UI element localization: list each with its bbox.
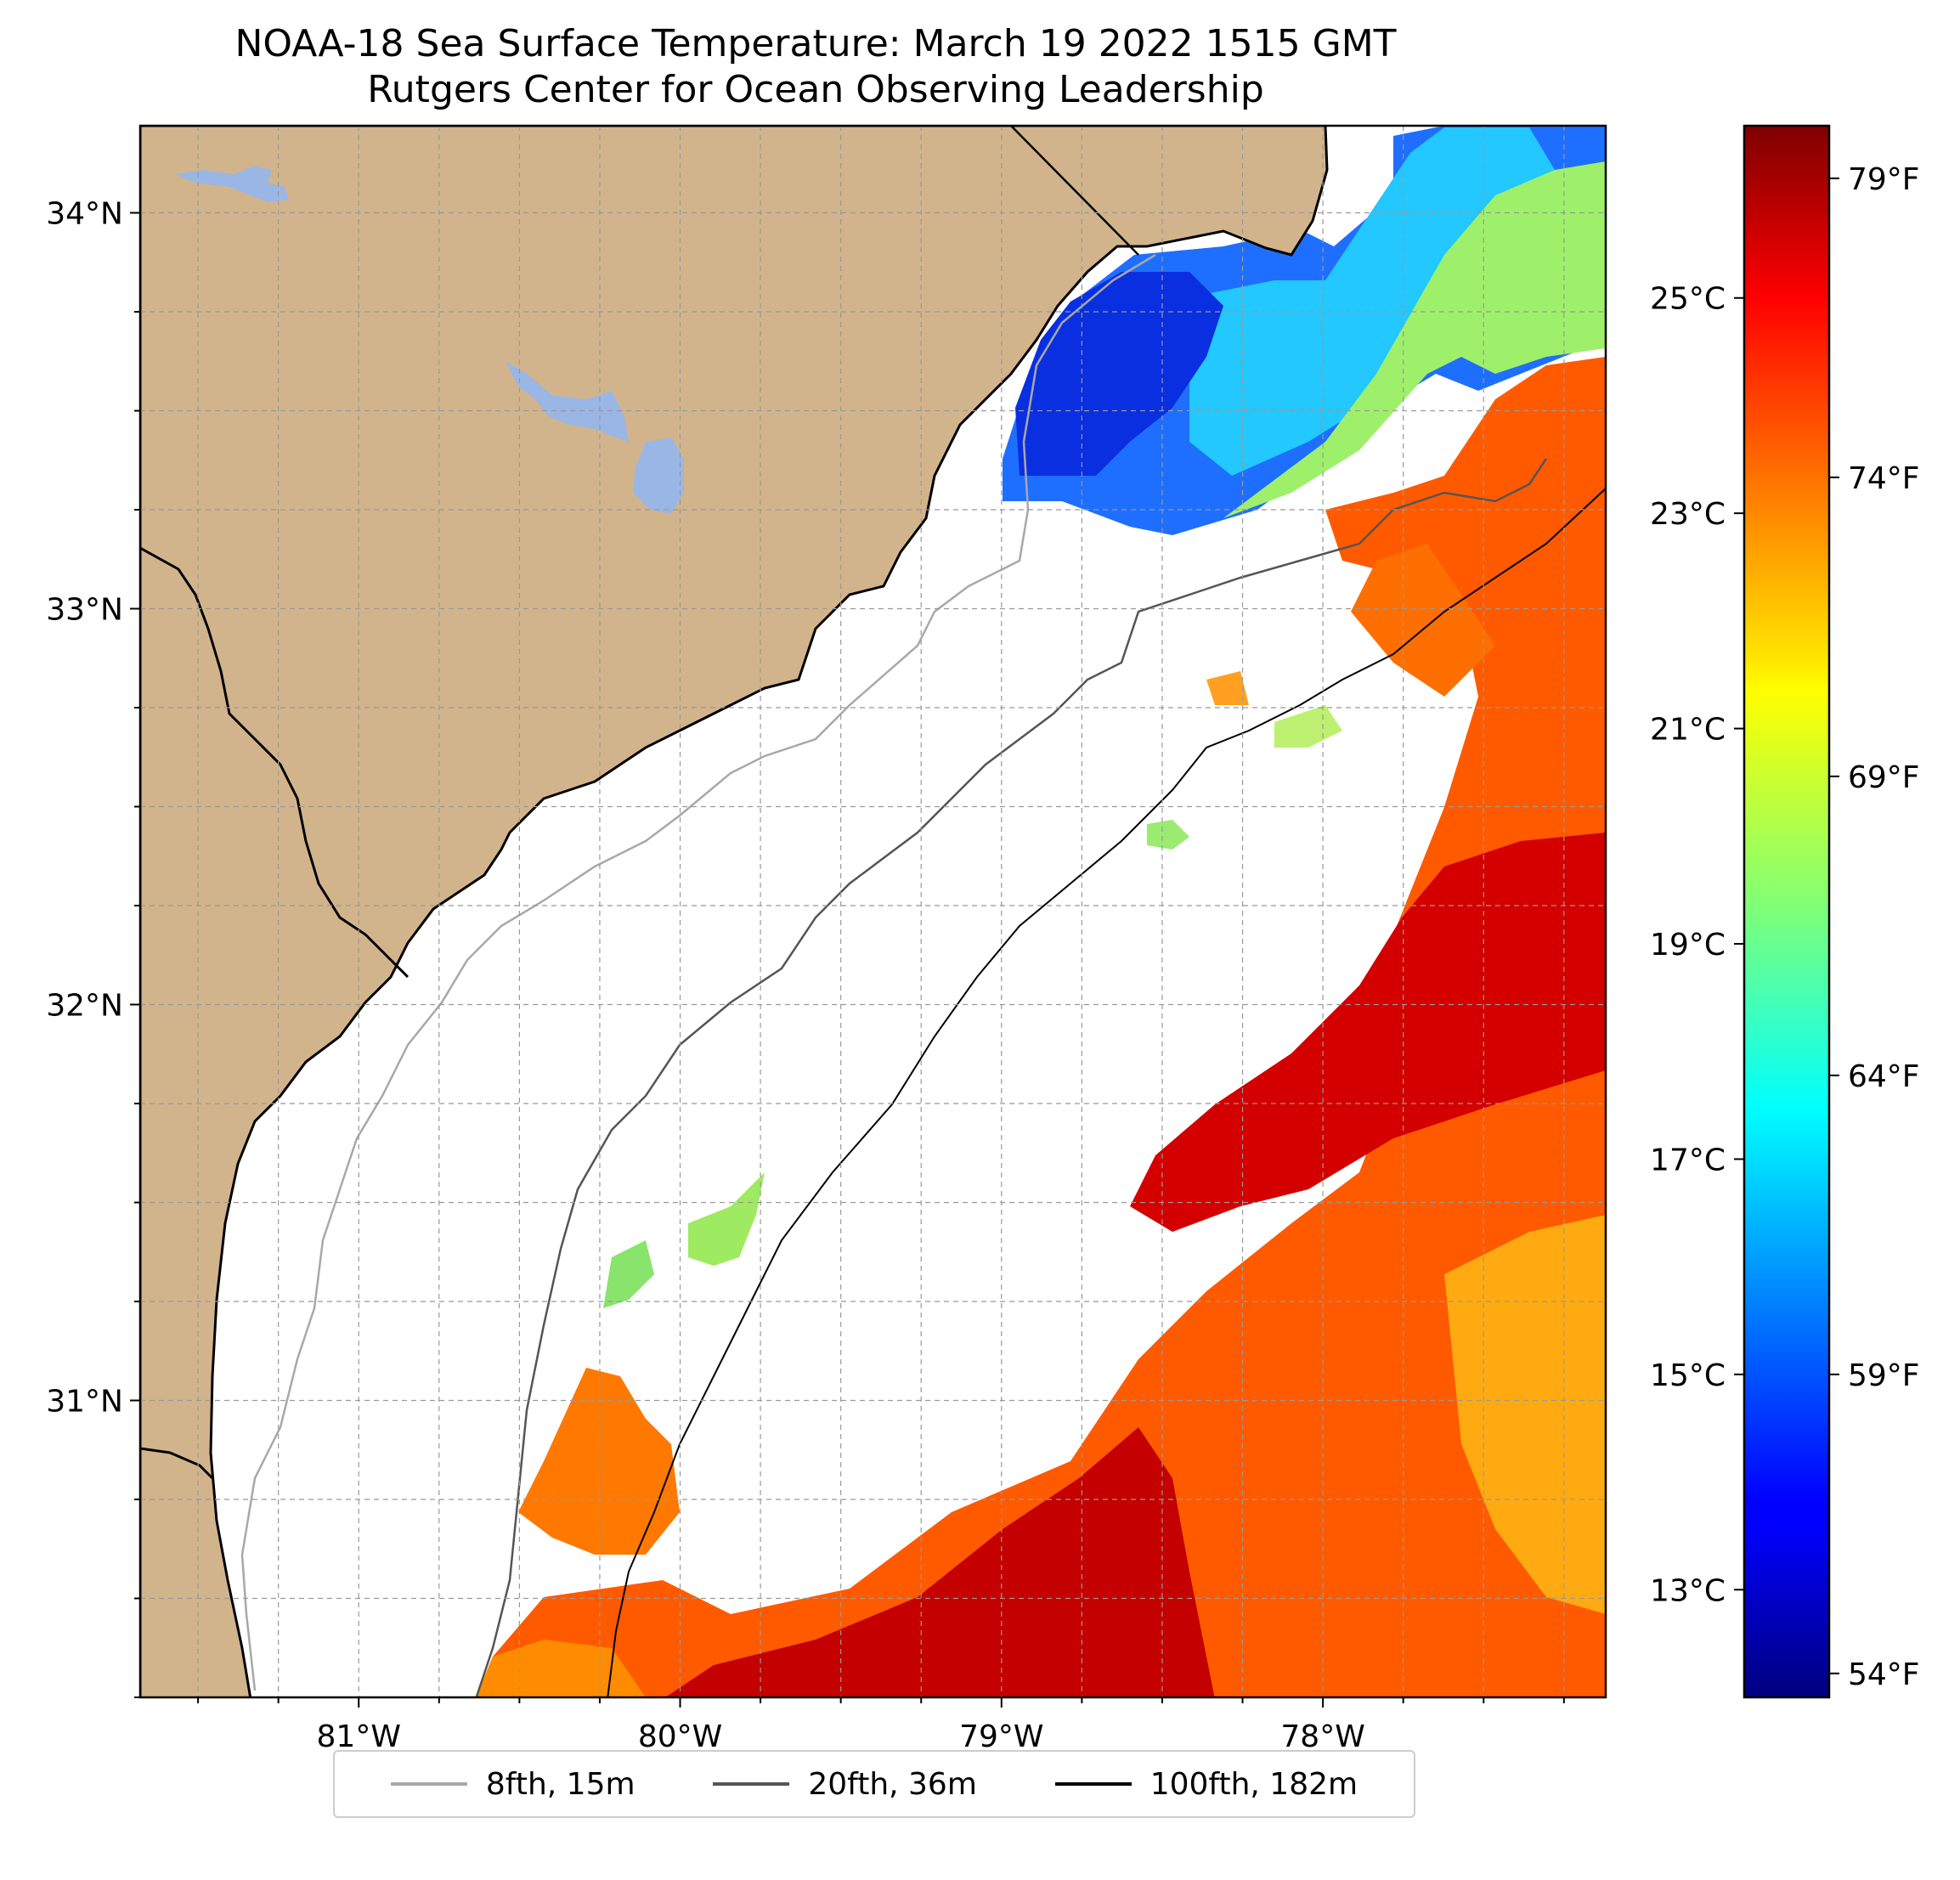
legend-item-20fth: 20fth, 36m: [713, 1767, 977, 1802]
legend-swatch-20fth: [713, 1782, 790, 1786]
sst-patch-sw-warm: [518, 1368, 680, 1555]
celsius-tick-label: 19°C: [1650, 928, 1726, 963]
fahrenheit-tick-label: 64°F: [1848, 1059, 1920, 1094]
fahrenheit-tick-label: 54°F: [1848, 1657, 1920, 1692]
celsius-tick-label: 15°C: [1650, 1358, 1726, 1393]
legend-swatch-8fth: [390, 1782, 467, 1786]
sst-patch-green-5: [1274, 705, 1342, 748]
sst-patch-north-orange: [1351, 544, 1495, 697]
isobath-20fth: [475, 458, 1548, 1697]
sst-patch-green-2: [603, 1240, 654, 1308]
legend-item-8fth: 8fth, 15m: [390, 1766, 635, 1802]
sst-patch-north-cyan: [1189, 127, 1555, 476]
lake-north: [174, 166, 289, 202]
chart-subtitle: Rutgers Center for Ocean Observing Leade…: [367, 68, 1264, 111]
lon-tick-label: 80°W: [638, 1719, 722, 1750]
sst-patch-green-3: [1147, 820, 1189, 850]
fahrenheit-tick-label: 79°F: [1848, 162, 1920, 197]
lat-tick-label: 31°N: [46, 1385, 123, 1420]
legend-swatch-100fth: [1054, 1782, 1132, 1786]
sst-patch-north-deep: [1015, 272, 1223, 476]
lon-axis: 81°W 80°W 79°W 78°W: [197, 1697, 1565, 1750]
sst-patch-south-orange: [476, 1640, 646, 1697]
map-frame: [138, 124, 1607, 1699]
celsius-tick-label: 23°C: [1650, 497, 1726, 532]
legend-item-100fth: 100fth, 182m: [1054, 1766, 1358, 1802]
sst-patch-green-1: [688, 1172, 765, 1266]
south-border: [140, 1447, 214, 1480]
lat-tick-label: 34°N: [46, 197, 123, 232]
lake-marion: [506, 361, 629, 442]
lat-tick-label: 32°N: [46, 989, 123, 1024]
river-border: [140, 546, 410, 979]
sst-patch-green-4: [1206, 671, 1249, 705]
celsius-tick-label: 21°C: [1650, 713, 1726, 748]
chart-title: NOAA-18 Sea Surface Temperature: March 1…: [234, 22, 1397, 65]
lat-tick-label: 33°N: [46, 593, 123, 628]
colorbar-fahrenheit-ticks: 54°F 59°F 64°F 69°F 74°F 79°F: [1829, 162, 1920, 1692]
isobath-legend: 8fth, 15m 20fth, 36m 100fth, 182m: [333, 1750, 1415, 1818]
lon-tick-label: 79°W: [959, 1719, 1043, 1750]
fahrenheit-tick-label: 74°F: [1848, 461, 1920, 496]
gridlines: [140, 126, 1606, 1697]
lat-axis: 34°N 33°N 32°N 31°N: [46, 197, 140, 1698]
colorbar-celsius-ticks: 13°C 15°C 17°C 19°C 21°C 23°C 25°C: [1650, 282, 1744, 1608]
sst-patch-gulf-stream-core: [1130, 833, 1606, 1232]
isobath-8fth: [240, 253, 1156, 1691]
lake-moultrie: [633, 438, 684, 514]
celsius-tick-label: 13°C: [1650, 1573, 1726, 1608]
sst-patch-north-green: [1223, 161, 1606, 518]
land-area: [140, 126, 1329, 1697]
sst-map: 81°W 80°W 79°W 78°W 34°N 33°N 32°N 31°N 13°C 15…: [46, 124, 1920, 1750]
lon-tick-label: 78°W: [1280, 1719, 1364, 1750]
legend-label-8fth: 8fth, 15m: [485, 1766, 635, 1802]
fahrenheit-tick-label: 69°F: [1848, 760, 1920, 795]
state-border: [1010, 126, 1139, 256]
legend-label-20fth: 20fth, 36m: [808, 1766, 977, 1802]
fahrenheit-tick-label: 59°F: [1848, 1358, 1920, 1393]
celsius-tick-label: 25°C: [1650, 282, 1726, 317]
lon-tick-label: 81°W: [317, 1719, 401, 1750]
legend-label-100fth: 100fth, 182m: [1149, 1766, 1358, 1802]
sst-patch-south-core: [665, 1427, 1215, 1697]
celsius-tick-label: 17°C: [1650, 1143, 1726, 1177]
colorbar: [1743, 124, 1831, 1699]
sst-patch-se-orange: [1444, 1215, 1606, 1614]
